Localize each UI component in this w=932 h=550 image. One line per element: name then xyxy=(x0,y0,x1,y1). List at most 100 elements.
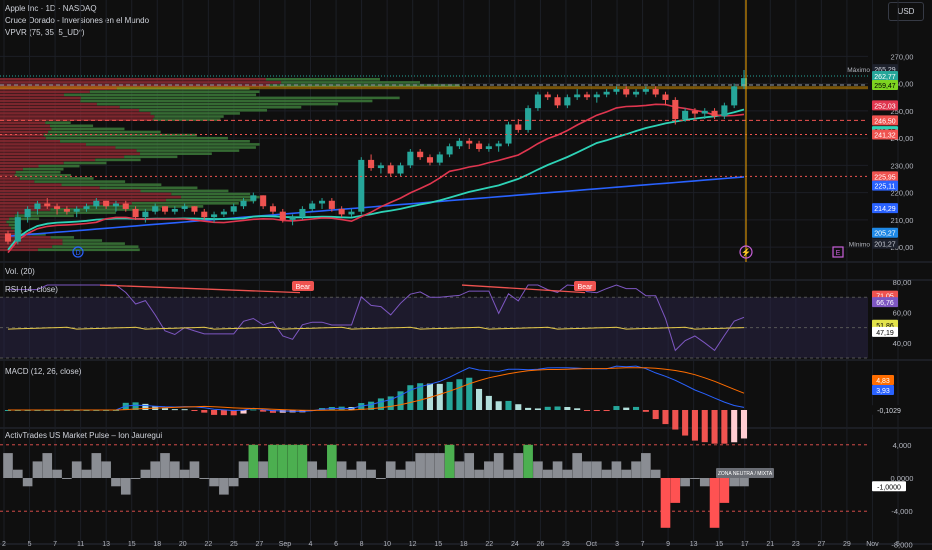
candle xyxy=(279,208,286,223)
vp-bar-up xyxy=(63,93,257,97)
vp-bar-up xyxy=(140,152,212,155)
indicator-golden-cross-label[interactable]: Cruce Dorado - Inversiones en el Mundo xyxy=(5,16,150,25)
pulse-bar xyxy=(709,478,720,528)
time-tick-label: 27 xyxy=(256,541,264,548)
candle xyxy=(623,86,630,98)
vp-bar-down xyxy=(0,236,51,239)
price-tag-prefix: Mínimo xyxy=(849,242,871,249)
candle-body xyxy=(564,97,571,106)
candle xyxy=(731,83,738,109)
pulse-bar xyxy=(699,478,710,487)
vp-bar-down xyxy=(0,140,61,143)
volume-pane-title[interactable]: Vol. (20) xyxy=(5,267,35,276)
macd-histogram-bar xyxy=(201,410,208,413)
candle xyxy=(250,192,257,204)
time-tick-label: 4 xyxy=(309,541,313,548)
candle xyxy=(44,198,51,209)
price-tag: 259,47 xyxy=(872,80,898,91)
candle-body xyxy=(456,140,463,147)
ma-200-line xyxy=(7,176,745,237)
candle-body xyxy=(544,94,551,98)
candle xyxy=(73,206,80,218)
candle-body xyxy=(691,110,698,114)
candle xyxy=(348,208,355,218)
currency-button[interactable]: USD xyxy=(888,2,924,21)
price-tag-text: 252,03 xyxy=(874,103,896,110)
pulse-bar xyxy=(307,461,318,478)
pulse-bar xyxy=(591,461,602,478)
candle xyxy=(142,208,149,223)
price-axis: 200,00 210,00 220,00 230,00 240,00 250,00 260,… xyxy=(847,52,913,252)
pulse-bar xyxy=(621,469,632,478)
vp-bar-up xyxy=(281,81,420,84)
pulse-bar xyxy=(297,444,308,478)
macd-histogram-bar xyxy=(623,407,630,410)
candle-body xyxy=(14,217,21,242)
macd-signal-line xyxy=(8,367,745,411)
pulse-bar xyxy=(425,453,435,478)
macd-pane-title[interactable]: MACD (12, 26, close) xyxy=(5,367,82,376)
time-tick-label: 5 xyxy=(28,541,32,548)
vp-bar-down xyxy=(0,229,15,233)
candle xyxy=(24,206,31,223)
macd-tag-bg xyxy=(872,385,894,395)
price-tag-bg xyxy=(872,171,898,182)
pulse-tag-text: -1,0000 xyxy=(877,484,901,491)
price-tick-label: 220,00 xyxy=(891,189,914,198)
candle xyxy=(240,198,247,209)
candle xyxy=(368,154,375,171)
vp-bar-down xyxy=(0,189,141,193)
vp-bar-up xyxy=(14,174,72,177)
macd-histogram-bar xyxy=(161,408,169,410)
candle-body xyxy=(593,94,600,98)
candle-body xyxy=(377,165,384,169)
candle xyxy=(642,86,649,95)
candle-body xyxy=(495,143,502,147)
macd-histogram-bar xyxy=(142,403,149,410)
macd-histogram-bar xyxy=(250,409,257,411)
vp-bar-down xyxy=(0,118,154,121)
macd-histogram-bar xyxy=(691,410,698,441)
macd-histogram-bar xyxy=(515,404,522,410)
time-tick-label: 18 xyxy=(460,541,468,548)
candle-body xyxy=(211,214,218,218)
pulse-bar xyxy=(189,461,200,478)
indicator-vpvr-label[interactable]: VPVR (75, 35, 5_UD*) xyxy=(5,28,85,37)
price-tick-label: 210,00 xyxy=(891,216,914,225)
pulse-bar xyxy=(719,478,730,503)
pulse-bar xyxy=(670,478,681,503)
vp-bar-down xyxy=(0,90,90,93)
vp-bar-down xyxy=(0,109,140,112)
macd-histogram-bar xyxy=(593,410,600,411)
vp-bar-down xyxy=(0,192,172,196)
candle xyxy=(544,91,551,100)
time-tick-label: 13 xyxy=(102,541,110,548)
rsi-tag-bg xyxy=(872,326,898,337)
candle xyxy=(515,119,522,133)
macd-pane: 4,83 3,93 -0,1029 xyxy=(4,365,906,444)
vp-bar-down xyxy=(0,121,46,124)
candle xyxy=(171,206,178,215)
candle-body xyxy=(721,105,728,117)
bear-divergence-line xyxy=(461,284,586,294)
macd-histogram-bar xyxy=(436,383,443,410)
candle xyxy=(358,157,365,215)
candle-body xyxy=(132,208,139,218)
candle xyxy=(269,203,277,215)
vp-bar-up xyxy=(85,143,260,146)
pulse-pane-title[interactable]: ActivTrades US Market Pulse – Ion Jaureg… xyxy=(5,431,162,440)
candle xyxy=(711,108,718,120)
macd-histogram-bar xyxy=(417,383,424,410)
time-tick-label: Sep xyxy=(279,541,292,548)
price-tag: 241,32 xyxy=(872,129,898,140)
earnings-label: E xyxy=(836,250,841,257)
rsi-pane-title[interactable]: RSI (14, close) xyxy=(5,285,58,294)
time-tick-label: Nov xyxy=(866,541,879,548)
candle xyxy=(583,91,591,100)
price-tag-text: 246,50 xyxy=(874,118,896,125)
time-tick-label: 9 xyxy=(666,541,670,548)
vp-bar-down xyxy=(0,152,141,155)
bear-divergence-line xyxy=(99,284,301,294)
